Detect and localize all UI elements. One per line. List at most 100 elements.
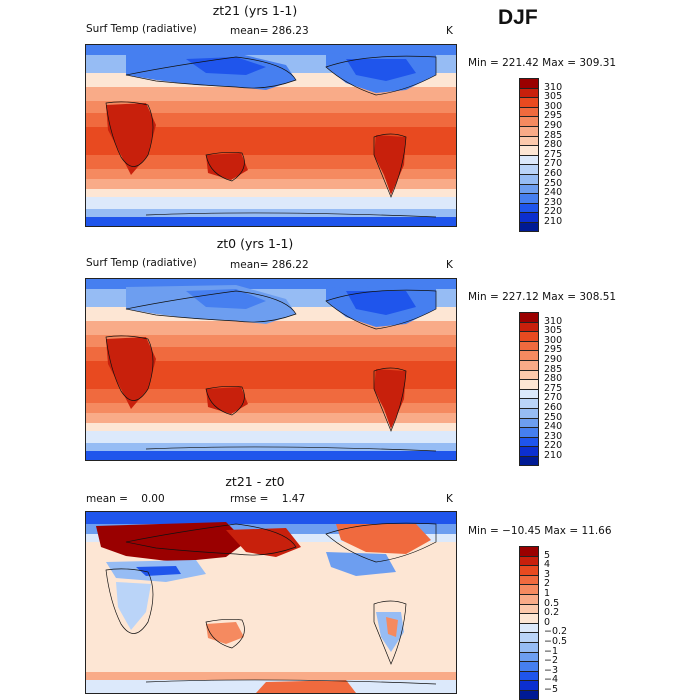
colorbar-label: 0.5 (544, 597, 560, 609)
colorbar-label: 0 (544, 616, 551, 628)
colorbar-swatch (519, 417, 539, 428)
panel3-title: zt21 - zt0 (225, 474, 285, 489)
colorbar-label: 210 (544, 450, 563, 461)
colorbar-label: 285 (544, 363, 563, 375)
colorbar-swatch (519, 632, 539, 642)
colorbar-label: 305 (544, 325, 563, 337)
colorbar-label: 295 (544, 344, 563, 356)
colorbar-swatch (519, 456, 539, 466)
colorbar-label: 280 (544, 139, 563, 151)
panel2-mean: mean= 286.22 (230, 259, 309, 271)
colorbar-swatch (519, 546, 539, 556)
colorbar-label: 4 (544, 559, 551, 571)
colorbar-swatch (519, 427, 539, 437)
colorbar-swatch (519, 154, 539, 165)
colorbar-label: −3 (544, 664, 559, 676)
colorbar-swatch (519, 174, 539, 184)
panel3-map (85, 511, 457, 694)
colorbar-label: 230 (544, 430, 563, 442)
panel1-minmax: Min = 221.42 Max = 309.31 (468, 57, 617, 69)
colorbar-label: 0.2 (544, 607, 560, 619)
colorbar-swatch (519, 193, 539, 203)
colorbar-label: 3 (544, 568, 551, 580)
colorbar-swatch (519, 222, 539, 232)
panel1-map-svg (86, 45, 456, 226)
colorbar-label: 285 (544, 129, 563, 141)
colorbar-swatch (519, 670, 539, 681)
colorbar-swatch (519, 126, 539, 136)
panel1-title: zt21 (yrs 1-1) (212, 3, 298, 18)
colorbar-label: 270 (544, 158, 563, 170)
colorbar-label: 275 (544, 382, 563, 394)
panel2-map-svg (86, 279, 456, 460)
colorbar-swatch (519, 321, 539, 332)
colorbar-swatch (519, 369, 539, 380)
panel3-mean: mean = 0.00 (86, 493, 165, 505)
colorbar-swatch (519, 555, 539, 566)
colorbar-label: 310 (544, 315, 563, 327)
colorbar-frame (519, 546, 539, 700)
colorbar-label: 5 (544, 549, 551, 561)
colorbar-swatch (519, 135, 539, 146)
colorbar-swatch (519, 183, 539, 194)
panel2-map (85, 278, 457, 461)
colorbar-label: 280 (544, 373, 563, 385)
colorbar-swatch (519, 651, 539, 662)
colorbar-swatch (519, 145, 539, 155)
colorbar-frame (519, 78, 539, 232)
colorbar-swatch (519, 408, 539, 418)
season-title: DJF (498, 6, 538, 29)
colorbar-swatch (519, 642, 539, 652)
colorbar-label: −5 (544, 684, 559, 695)
colorbar-swatch (519, 106, 539, 117)
colorbar-swatch (519, 360, 539, 370)
colorbar-swatch (519, 212, 539, 222)
panel2-minmax: Min = 227.12 Max = 308.51 (468, 291, 617, 303)
colorbar-swatch (519, 565, 539, 575)
colorbar-label: 250 (544, 177, 563, 189)
colorbar-label: 240 (544, 187, 563, 199)
colorbar-label: 250 (544, 411, 563, 423)
colorbar-label: −4 (544, 674, 559, 686)
colorbar-swatch (519, 680, 539, 690)
colorbar-swatch (519, 97, 539, 107)
colorbar-swatch (519, 398, 539, 408)
colorbar-swatch (519, 340, 539, 351)
panel3-units: K (446, 493, 453, 505)
colorbar-swatch (519, 622, 539, 633)
colorbar-label: 220 (544, 206, 563, 218)
colorbar-swatch (519, 613, 539, 623)
colorbar-label: 275 (544, 148, 563, 160)
panel3-rmse: rmse = 1.47 (230, 493, 306, 505)
colorbar-label: −0.2 (544, 626, 568, 638)
panel1-map (85, 44, 457, 227)
colorbar-swatch (519, 436, 539, 447)
colorbar-swatch (519, 584, 539, 594)
colorbar-swatch (519, 350, 539, 360)
colorbar-label: 1 (544, 588, 551, 599)
colorbar-label: −2 (544, 655, 559, 667)
colorbar-swatch (519, 690, 539, 700)
colorbar-swatch (519, 87, 539, 98)
colorbar-label: 260 (544, 168, 563, 179)
colorbar-label: 310 (544, 81, 563, 93)
colorbar-swatch (519, 594, 539, 604)
colorbar-swatch (519, 574, 539, 585)
panel2-variable-label: Surf Temp (radiative) (86, 257, 197, 269)
colorbar-label: −1 (544, 645, 559, 657)
colorbar-label: 240 (544, 421, 563, 433)
colorbar-label: 2 (544, 578, 551, 590)
colorbar-swatch (519, 78, 539, 88)
colorbar-label: 290 (544, 354, 563, 365)
colorbar-swatch (519, 388, 539, 399)
colorbar-label: 290 (544, 120, 563, 131)
colorbar-swatch (519, 446, 539, 456)
colorbar-frame (519, 312, 539, 466)
panel3-map-svg (86, 512, 456, 693)
colorbar-swatch (519, 202, 539, 213)
panel3-minmax: Min = −10.45 Max = 11.66 (468, 525, 612, 537)
colorbar-label: 230 (544, 196, 563, 208)
colorbar-label: 260 (544, 402, 563, 413)
colorbar-swatch (519, 661, 539, 671)
panel1-units: K (446, 25, 453, 37)
